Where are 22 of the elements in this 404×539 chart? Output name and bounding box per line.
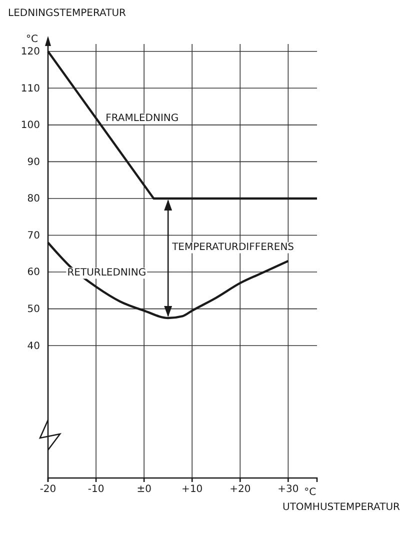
y-tick-label: 90 (27, 156, 40, 168)
text: °C (304, 487, 316, 498)
x-tick-label: +10 (182, 484, 203, 496)
y-axis-title: LEDNINGSTEMPERATUR (8, 8, 126, 19)
annotation: TEMPERATURDIFFERENS (171, 242, 294, 254)
x-tick-label: +20 (230, 484, 251, 496)
x-axis-title: UTOMHUSTEMPERATUR (282, 502, 400, 513)
text: °C (26, 34, 38, 45)
y-tick-label: 110 (20, 83, 40, 94)
x-tick-label: -20 (40, 484, 56, 496)
series-label: RETURLEDNING (67, 268, 146, 279)
x-tick-label: -10 (88, 484, 104, 496)
y-tick-label: 40 (27, 340, 40, 352)
y-tick-label: 120 (20, 46, 40, 58)
y-tick-label: 50 (27, 304, 40, 316)
y-tick-label: 60 (27, 267, 40, 278)
y-tick-label: 70 (27, 230, 40, 242)
y-tick-label: 80 (27, 194, 40, 205)
x-tick-label: ±0 (136, 484, 152, 496)
x-tick-label: +30 (278, 484, 299, 496)
y-tick-label: 100 (20, 120, 40, 132)
series-label: FRAMLEDNING (106, 113, 179, 124)
